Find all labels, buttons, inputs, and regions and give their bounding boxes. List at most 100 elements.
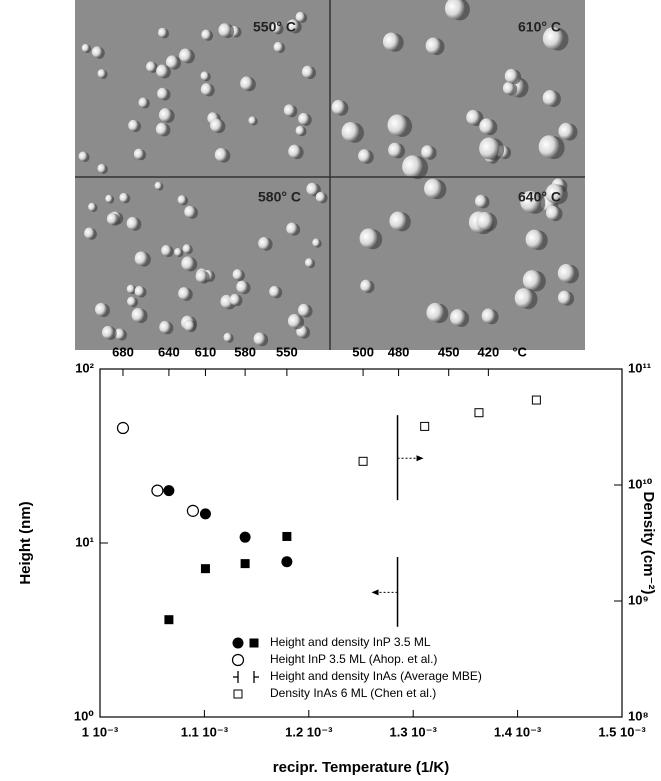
legend-symbol — [231, 653, 245, 667]
panel-label: 550° C — [253, 19, 296, 35]
x-tick-label: 1.3 10⁻³ — [390, 724, 438, 739]
afm-grain — [273, 41, 283, 53]
afm-grain — [200, 83, 212, 96]
afm-grain — [155, 122, 168, 136]
y2-tick-label: 10¹⁰ — [628, 476, 653, 491]
afm-grain — [402, 155, 423, 179]
legend-symbol — [232, 637, 244, 649]
afm-grain — [97, 163, 106, 173]
x-tick-label: 1.2 10⁻³ — [285, 724, 333, 739]
x-tick-label: 1 10⁻³ — [82, 724, 119, 739]
afm-grain — [301, 65, 314, 79]
panel-label: 610° C — [518, 19, 561, 35]
legend-label: Height and density InAs (Average MBE) — [270, 669, 482, 683]
point — [281, 556, 293, 568]
afm-grain — [179, 48, 192, 63]
afm-grain — [91, 46, 103, 58]
afm-grain — [154, 181, 162, 190]
afm-grain — [424, 178, 442, 199]
x2-tick-label: 420 — [478, 344, 500, 359]
y-tick-label: 10¹ — [75, 534, 94, 549]
afm-grain — [287, 313, 301, 329]
afm-grain — [223, 332, 232, 342]
x-tick-label: 1.5 10⁻³ — [598, 724, 646, 739]
error-bar — [396, 415, 424, 501]
afm-grain — [269, 285, 280, 298]
afm-grain — [240, 76, 253, 91]
afm-grain — [138, 97, 148, 108]
afm-grain — [466, 109, 480, 125]
afm-grain — [114, 328, 125, 340]
afm-grain — [146, 61, 156, 72]
y-tick-label: 10⁰ — [74, 708, 94, 723]
point — [116, 421, 130, 435]
afm-grain — [84, 227, 95, 239]
afm-grain — [158, 27, 167, 38]
point — [531, 395, 541, 405]
afm-grain — [88, 202, 96, 212]
afm-grain — [270, 22, 282, 34]
legend-symbol — [249, 638, 259, 648]
y2-axis-label: Density (cm⁻²) — [640, 492, 657, 595]
afm-grain — [95, 302, 107, 316]
x2-tick-label: 480 — [388, 344, 410, 359]
afm-grain — [97, 69, 106, 78]
x2-tick-label: 610 — [195, 344, 217, 359]
afm-grain — [214, 147, 228, 162]
x2-tick-label: 680 — [112, 344, 134, 359]
afm-grain — [450, 309, 466, 326]
afm-grain — [542, 27, 564, 50]
afm-grain — [306, 182, 318, 196]
legend-symbol — [233, 689, 243, 699]
arrow-head — [371, 589, 379, 596]
y2-tick-label: 10⁸ — [628, 708, 649, 723]
afm-grain — [298, 112, 310, 125]
afm-grain — [479, 118, 494, 135]
panel-label: 580° C — [258, 189, 301, 205]
afm-grain — [341, 122, 360, 142]
afm-grain — [444, 0, 465, 20]
afm-grain — [105, 194, 113, 203]
x-tick-label: 1.4 10⁻³ — [494, 724, 542, 739]
error-bar — [371, 557, 399, 627]
afm-grain — [476, 211, 493, 231]
x2-tick-label: 450 — [438, 344, 460, 359]
afm-grain — [195, 270, 207, 283]
point — [200, 564, 210, 574]
afm-grain — [315, 191, 326, 203]
afm-grain — [159, 320, 171, 334]
afm-grain — [174, 247, 182, 257]
point — [358, 456, 368, 466]
afm-grain — [298, 303, 310, 317]
afm-grain — [236, 280, 248, 294]
afm-grain — [421, 145, 434, 159]
afm-grain — [283, 104, 295, 117]
legend-label: Density InAs 6 ML (Chen et al.) — [270, 686, 436, 700]
afm-grain — [232, 269, 243, 280]
x2-unit: °C — [512, 344, 527, 359]
afm-grain — [210, 118, 223, 133]
afm-grain — [426, 302, 444, 323]
afm-grain — [182, 244, 191, 254]
afm-grain — [538, 135, 560, 159]
point — [420, 421, 430, 431]
afm-grain — [218, 23, 231, 38]
point — [239, 531, 251, 543]
afm-grain — [557, 263, 575, 283]
afm-grain — [131, 307, 145, 323]
afm-grain — [177, 195, 187, 205]
point — [163, 485, 175, 497]
afm-grain — [81, 43, 90, 53]
afm-grain — [387, 114, 408, 136]
point — [199, 508, 211, 520]
point — [474, 408, 484, 418]
afm-grain — [101, 325, 114, 339]
afm-grain — [183, 319, 195, 332]
afm-grains — [78, 0, 579, 347]
afm-grain — [295, 125, 305, 136]
afm-grain — [184, 205, 196, 218]
afm-grain — [545, 205, 560, 221]
afm-grain — [502, 81, 515, 95]
afm-grain — [200, 71, 209, 81]
